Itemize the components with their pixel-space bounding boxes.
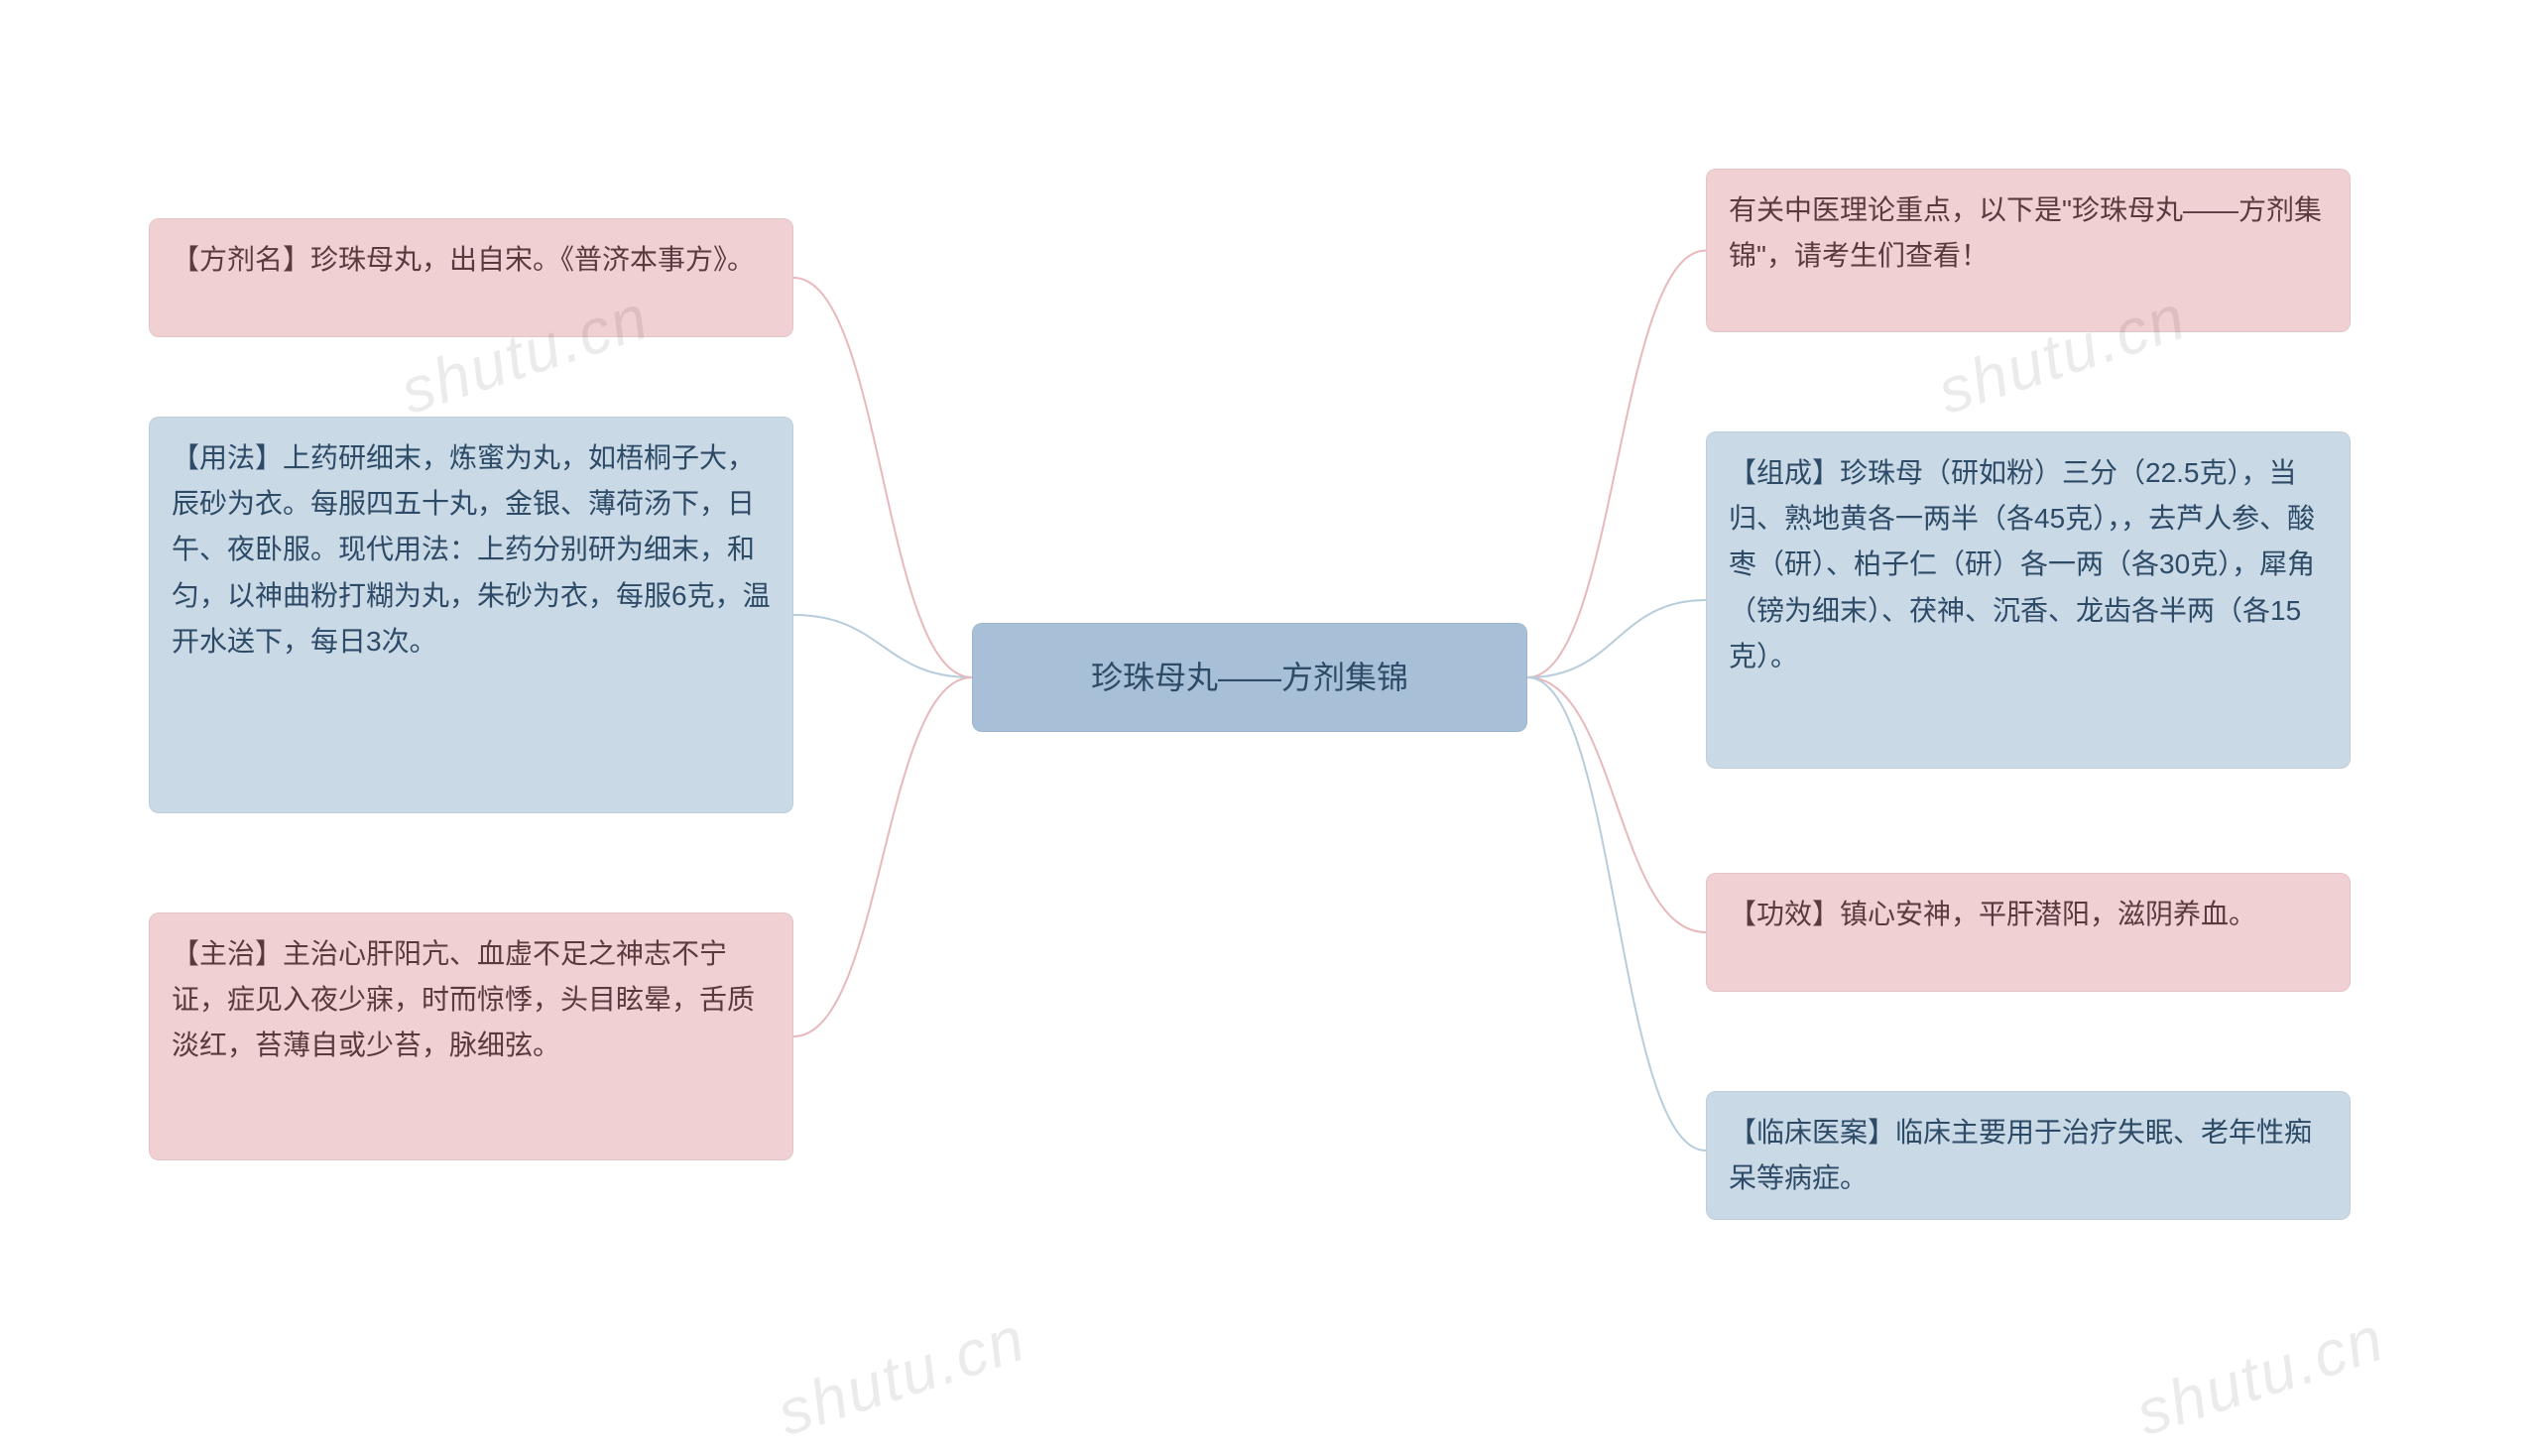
left-node-1: 【用法】上药研细末，炼蜜为丸，如梧桐子大，辰砂为衣。每服四五十丸，金银、薄荷汤下… xyxy=(149,417,793,813)
left-node-2: 【主治】主治心肝阳亢、血虚不足之神志不宁证，症见入夜少寐，时而惊悸，头目眩晕，舌… xyxy=(149,912,793,1160)
left-node-0: 【方剂名】珍珠母丸，出自宋。《普济本事方》。 xyxy=(149,218,793,337)
left-node-text-0: 【方剂名】珍珠母丸，出自宋。《普济本事方》。 xyxy=(172,244,755,275)
right-node-0: 有关中医理论重点，以下是"珍珠母丸——方剂集锦"，请考生们查看！ xyxy=(1706,169,2351,332)
right-node-text-2: 【功效】镇心安神，平肝潜阳，滋阴养血。 xyxy=(1729,899,2256,929)
watermark-2: shutu.cn xyxy=(769,1301,1034,1450)
right-node-text-1: 【组成】珍珠母（研如粉）三分（22.5克），当归、熟地黄各一两半（各45克），，… xyxy=(1729,457,2315,671)
center-node: 珍珠母丸——方剂集锦 xyxy=(972,623,1527,732)
right-node-text-3: 【临床医案】临床主要用于治疗失眠、老年性痴呆等病症。 xyxy=(1729,1117,2312,1193)
right-node-text-0: 有关中医理论重点，以下是"珍珠母丸——方剂集锦"，请考生们查看！ xyxy=(1729,194,2322,271)
center-text: 珍珠母丸——方剂集锦 xyxy=(1091,652,1408,704)
right-node-2: 【功效】镇心安神，平肝潜阳，滋阴养血。 xyxy=(1706,873,2351,992)
right-node-3: 【临床医案】临床主要用于治疗失眠、老年性痴呆等病症。 xyxy=(1706,1091,2351,1220)
left-node-text-1: 【用法】上药研细末，炼蜜为丸，如梧桐子大，辰砂为衣。每服四五十丸，金银、薄荷汤下… xyxy=(172,442,771,657)
right-node-1: 【组成】珍珠母（研如粉）三分（22.5克），当归、熟地黄各一两半（各45克），，… xyxy=(1706,431,2351,769)
left-node-text-2: 【主治】主治心肝阳亢、血虚不足之神志不宁证，症见入夜少寐，时而惊悸，头目眩晕，舌… xyxy=(172,938,755,1060)
watermark-3: shutu.cn xyxy=(2127,1301,2393,1450)
